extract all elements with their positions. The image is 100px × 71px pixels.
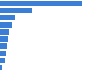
- Bar: [0, 15, 15, 20]
- Bar: [0, 43, 7, 49]
- Bar: [0, 1, 82, 6]
- Bar: [0, 22, 12, 28]
- Bar: [0, 58, 5, 63]
- Bar: [0, 36, 8, 42]
- Bar: [0, 8, 32, 13]
- Bar: [0, 65, 2, 70]
- Bar: [0, 51, 6, 56]
- Bar: [0, 29, 8, 35]
